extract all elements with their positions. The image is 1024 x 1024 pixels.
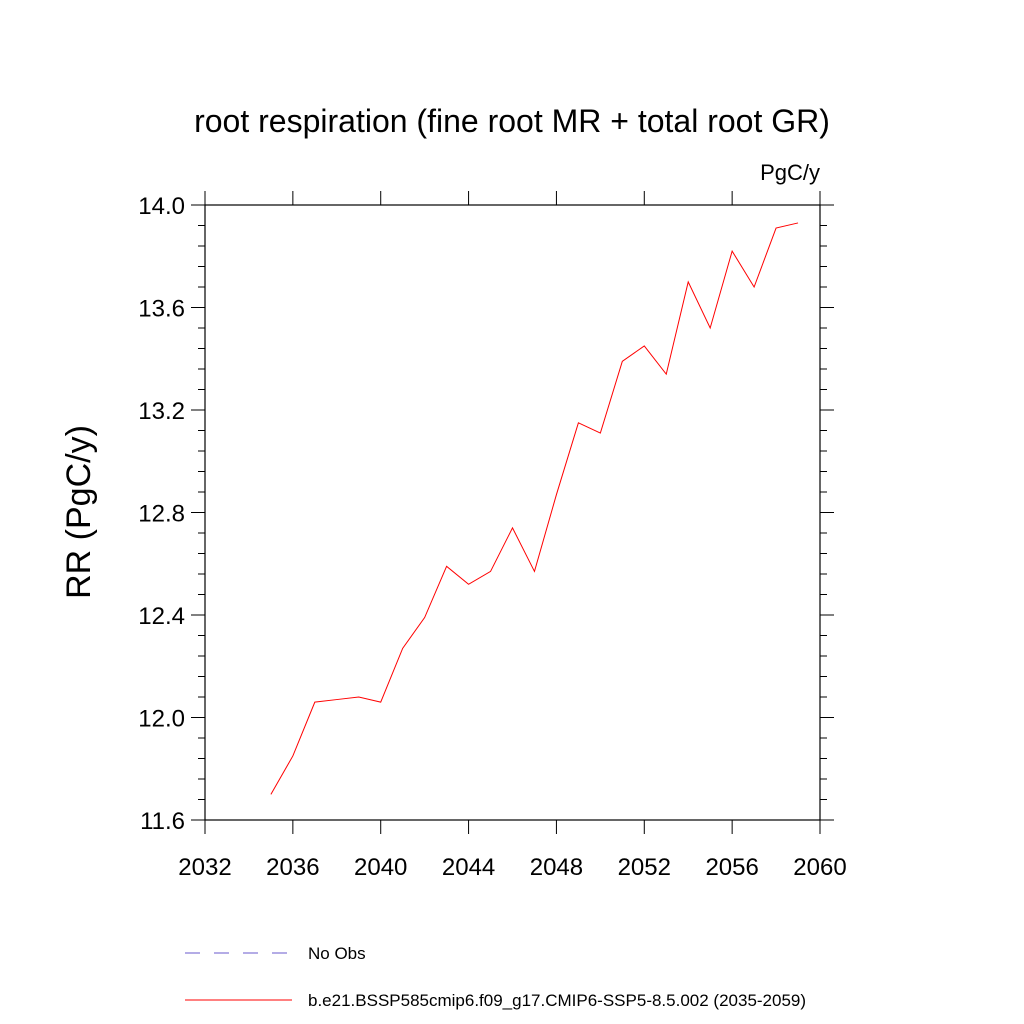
x-tick-label: 2032 (178, 854, 231, 881)
y-tick-label: 11.6 (140, 808, 185, 835)
x-tick-label: 2052 (618, 854, 671, 881)
legend-label-no-obs: No Obs (308, 944, 366, 963)
plot-area (270, 222, 799, 795)
y-axis-label: RR (PgC/y) (60, 425, 98, 599)
y-tick-label: 13.2 (138, 398, 185, 425)
x-tick-label: 2036 (266, 854, 319, 881)
y-tick-label: 12.4 (138, 603, 185, 630)
x-tick-label: 2056 (705, 854, 758, 881)
legend-label-model: b.e21.BSSP585cmip6.f09_g17.CMIP6-SSP5-8.… (308, 991, 806, 1010)
units-label: PgC/y (760, 160, 820, 185)
x-tick-label: 2044 (442, 854, 495, 881)
y-tick-label: 14.0 (138, 193, 185, 220)
x-tick-label: 2048 (530, 854, 583, 881)
axis-ticks: 2032 2036 2040 2044 2048 2052 2056 2060 11.6 12.0… (138, 191, 847, 881)
y-tick-label: 12.8 (138, 501, 185, 528)
series-line-1 (270, 222, 799, 795)
y-tick-label: 13.6 (138, 296, 185, 323)
legend: No Obs b.e21.BSSP585cmip6.f09_g17.CMIP6-… (185, 944, 806, 1010)
x-tick-label: 2040 (354, 854, 407, 881)
plot-frame (204, 204, 821, 821)
x-tick-label: 2060 (793, 854, 846, 881)
y-tick-label: 12.0 (138, 706, 185, 733)
chart-title: root respiration (fine root MR + total r… (194, 103, 830, 139)
